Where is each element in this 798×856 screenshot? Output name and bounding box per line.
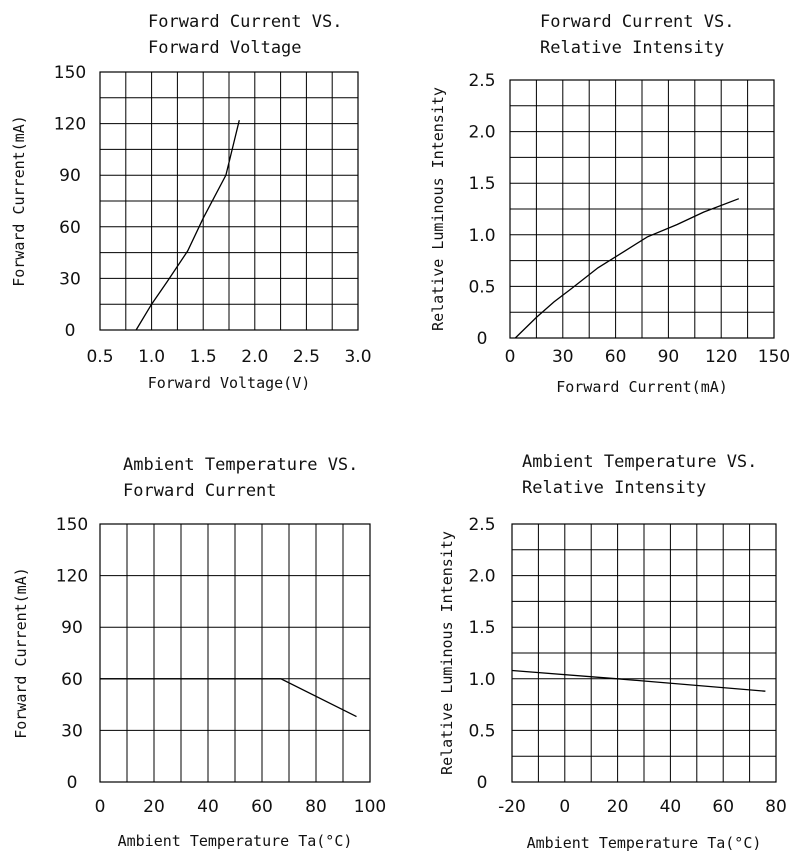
x-tick-label: 20 [607, 797, 629, 817]
x-axis-label: Ambient Temperature Ta(°C) [118, 832, 353, 850]
chart-title-line: Relative Intensity [540, 38, 724, 58]
x-tick-label: 60 [605, 347, 627, 367]
y-tick-label: 150 [56, 515, 88, 535]
y-axis-label: Forward Current(mA) [12, 567, 30, 739]
y-tick-label: 30 [61, 721, 83, 741]
x-tick-label: 40 [660, 797, 682, 817]
plot-frame [99, 71, 359, 331]
y-tick-label: 0.5 [468, 721, 495, 741]
x-tick-label: 60 [712, 797, 734, 817]
y-axis-label: Forward Current(mA) [10, 115, 28, 287]
series-line [514, 198, 740, 339]
chart-grid [99, 71, 359, 331]
series-line [511, 669, 766, 692]
x-tick-label: 80 [305, 797, 327, 817]
chart-title-line: Ambient Temperature VS. [123, 455, 358, 475]
x-axis-label: Ambient Temperature Ta(°C) [527, 834, 762, 852]
y-tick-label: 60 [59, 218, 81, 238]
y-axis-label: Relative Luminous Intensity [438, 531, 456, 775]
x-tick-label: 2.0 [241, 347, 268, 367]
x-tick-label: 3.0 [344, 347, 371, 367]
y-tick-label: 0 [65, 321, 76, 341]
x-tick-label: 0 [559, 797, 570, 817]
series-line [100, 678, 357, 718]
x-tick-label: 60 [251, 797, 273, 817]
chart-grid [511, 523, 777, 783]
x-tick-label: 40 [197, 797, 219, 817]
x-tick-label: -20 [498, 797, 526, 817]
y-tick-label: 2.0 [468, 567, 495, 587]
y-tick-label: 2.0 [468, 123, 495, 143]
y-tick-label: 30 [59, 269, 81, 289]
series-line [135, 120, 240, 331]
y-tick-label: 150 [54, 63, 86, 83]
x-tick-label: 90 [658, 347, 680, 367]
x-tick-label: 0 [95, 797, 106, 817]
x-axis-label: Forward Current(mA) [556, 378, 728, 396]
chart-tc: Ambient Temperature VS. Forward Current 0 2… [12, 455, 386, 850]
x-tick-label: 30 [552, 347, 574, 367]
chart-title-line: Relative Intensity [522, 478, 706, 498]
chart-fv: Forward Current VS. Forward Voltage 0.5 1.0… [10, 12, 372, 392]
chart-grid [509, 79, 775, 339]
x-tick-label: 120 [705, 347, 737, 367]
chart-ti: Ambient Temperature VS. Relative Intensit… [438, 452, 787, 852]
y-axis-label: Relative Luminous Intensity [429, 87, 447, 331]
x-tick-label: 1.5 [190, 347, 217, 367]
chart-fi: Forward Current VS. Relative Intensity 0 30… [429, 12, 790, 396]
chart-title-line: Forward Current VS. [540, 12, 734, 32]
x-tick-label: 100 [354, 797, 386, 817]
y-tick-label: 0 [477, 329, 488, 349]
y-tick-label: 2.5 [468, 515, 495, 535]
y-tick-label: 1.0 [468, 670, 495, 690]
y-tick-label: 0 [67, 773, 78, 793]
x-tick-label: 0.5 [86, 347, 113, 367]
chart-title-line: Ambient Temperature VS. [522, 452, 757, 472]
x-tick-label: 150 [758, 347, 790, 367]
y-tick-label: 1.5 [468, 618, 495, 638]
y-tick-label: 90 [59, 166, 81, 186]
y-tick-label: 1.5 [468, 174, 495, 194]
y-tick-label: 120 [54, 115, 86, 135]
y-tick-label: 120 [56, 567, 88, 587]
chart-title-line: Forward Current [123, 481, 277, 501]
chart-title-line: Forward Current VS. [148, 12, 342, 32]
y-tick-label: 90 [61, 618, 83, 638]
chart-grid [99, 523, 371, 783]
plot-frame [509, 79, 775, 339]
y-tick-label: 0.5 [468, 277, 495, 297]
y-tick-label: 1.0 [468, 226, 495, 246]
x-tick-label: 80 [765, 797, 787, 817]
x-tick-label: 20 [143, 797, 165, 817]
y-tick-label: 2.5 [468, 71, 495, 91]
y-tick-label: 60 [61, 670, 83, 690]
chart-title-line: Forward Voltage [148, 38, 302, 58]
y-tick-label: 0 [477, 773, 488, 793]
x-tick-label: 1.0 [138, 347, 165, 367]
plot-frame [511, 523, 777, 783]
x-tick-label: 2.5 [293, 347, 320, 367]
x-tick-label: 0 [505, 347, 516, 367]
plot-frame [99, 523, 371, 783]
x-axis-label: Forward Voltage(V) [148, 374, 311, 392]
